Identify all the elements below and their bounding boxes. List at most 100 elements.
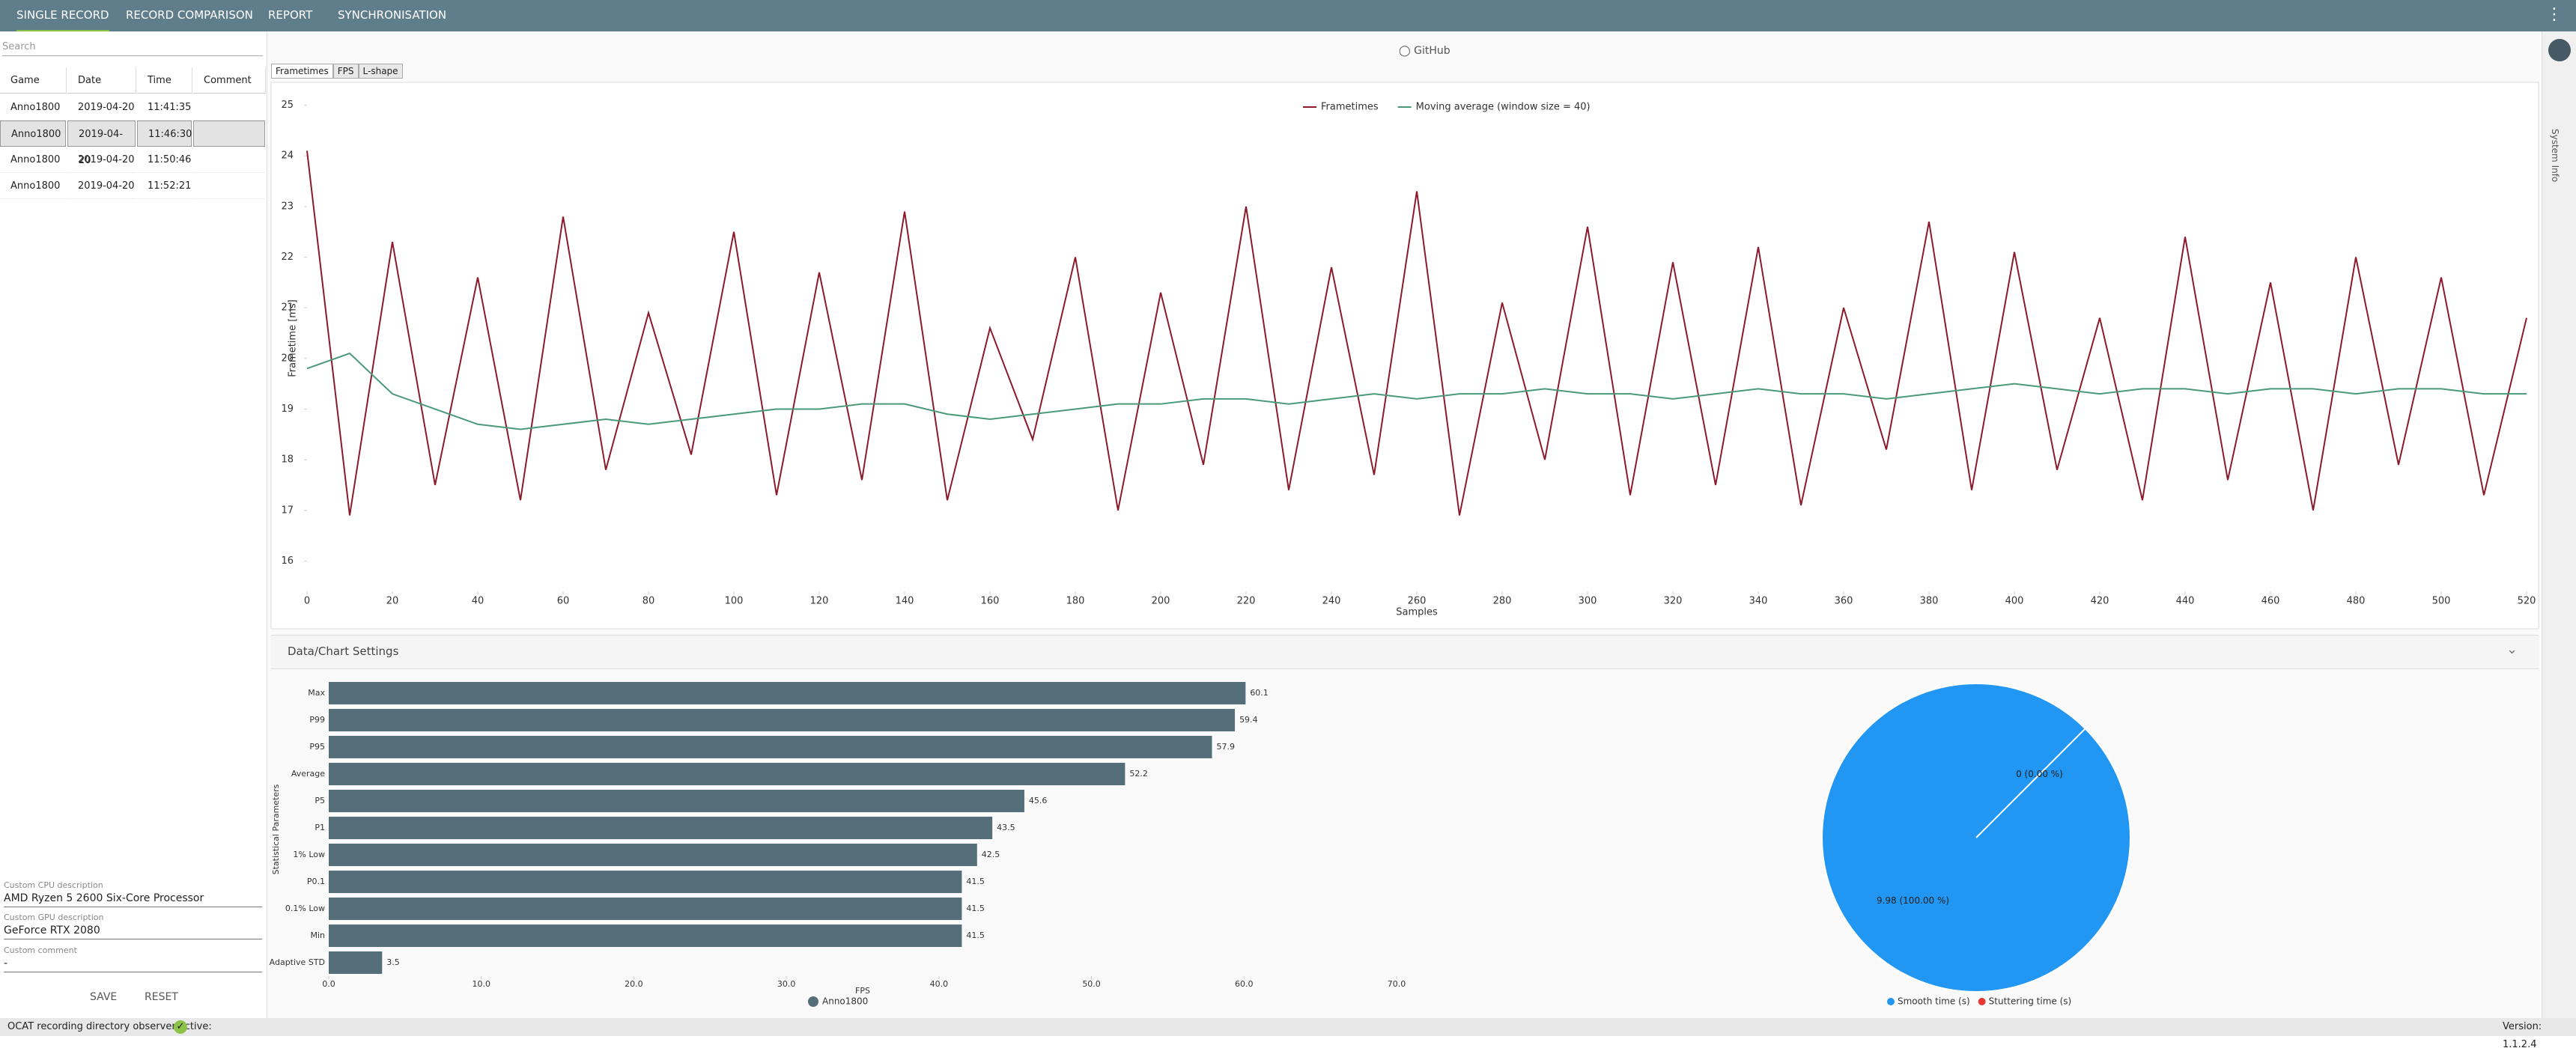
x-tick-label: 420 xyxy=(2091,596,2109,607)
x-tick-label: 30.0 xyxy=(777,979,796,989)
bar xyxy=(329,951,383,974)
comment-label: Custom comment xyxy=(4,945,77,955)
x-tick-label: 400 xyxy=(2005,596,2024,607)
y-tick-label: Min xyxy=(310,930,325,940)
data-label: 41.5 xyxy=(966,904,985,913)
x-tick-label: 40.0 xyxy=(930,979,949,989)
save-button[interactable]: SAVE xyxy=(90,991,118,1003)
table-cell[interactable] xyxy=(193,147,265,173)
github-text[interactable]: GitHub xyxy=(1414,45,1450,57)
table-cell[interactable]: 11:41:35 xyxy=(137,94,192,121)
bar xyxy=(329,709,1236,731)
y-axis-title: Statistical Parameters xyxy=(271,784,281,874)
data-label: 52.2 xyxy=(1129,769,1148,779)
bar xyxy=(329,871,962,893)
nav-tab[interactable]: SINGLE RECORD xyxy=(16,0,109,32)
search-box[interactable]: Search xyxy=(2,39,263,56)
column-header[interactable]: Game xyxy=(0,67,67,94)
table-cell[interactable] xyxy=(193,173,265,199)
data-label: 9.98 (100.00 %) xyxy=(1877,895,1949,906)
x-tick-label: 140 xyxy=(896,596,914,607)
x-tick-label: 320 xyxy=(1664,596,1683,607)
reset-button[interactable]: RESET xyxy=(145,991,178,1003)
table-cell[interactable]: 11:46:30 xyxy=(137,121,192,147)
legend-label: Moving average (window size = 40) xyxy=(1416,102,1591,113)
x-axis-title: FPS xyxy=(855,986,870,996)
x-tick-label: 480 xyxy=(2347,596,2366,607)
legend-label: Stuttering time (s) xyxy=(1989,996,2072,1007)
table-cell[interactable]: Anno1800 xyxy=(0,147,66,173)
table-cell[interactable] xyxy=(193,94,265,121)
table-cell[interactable]: 2019-04-20 xyxy=(67,147,136,173)
x-tick-label: 50.0 xyxy=(1082,979,1101,989)
data-label: 57.9 xyxy=(1217,742,1236,752)
table-cell[interactable]: 2019-04-20 xyxy=(67,121,136,166)
x-tick-label: 70.0 xyxy=(1388,979,1406,989)
x-tick-label: 60.0 xyxy=(1235,979,1254,989)
bar xyxy=(329,898,962,920)
y-tick-label: 25 xyxy=(281,100,294,111)
column-header[interactable]: Date xyxy=(67,67,136,94)
table-cell[interactable]: 11:50:46 xyxy=(137,147,192,173)
data-label: 45.6 xyxy=(1029,796,1048,805)
side-tab[interactable]: System Info xyxy=(2550,129,2560,183)
x-tick-label: 10.0 xyxy=(472,979,490,989)
github-link[interactable]: ◯ GitHub xyxy=(1399,45,1450,57)
x-tick-label: 0 xyxy=(304,596,310,607)
chart-tab[interactable]: Frametimes xyxy=(271,64,333,79)
nav-tab[interactable]: SYNCHRONISATION xyxy=(338,8,447,22)
data-label: 41.5 xyxy=(966,877,985,886)
x-tick-label: 360 xyxy=(1835,596,1853,607)
x-tick-label: 0.0 xyxy=(322,979,335,989)
chart-tab[interactable]: L-shape xyxy=(358,64,403,79)
cpu-label: Custom CPU description xyxy=(4,880,103,890)
x-tick-label: 40 xyxy=(472,596,484,607)
check-icon: ✓ xyxy=(174,1020,187,1034)
y-tick-label: 0.1% Low xyxy=(285,904,325,913)
table-cell[interactable] xyxy=(193,121,265,147)
cpu-input[interactable]: AMD Ryzen 5 2600 Six-Core Processor xyxy=(4,892,262,907)
x-tick-label: 180 xyxy=(1066,596,1085,607)
chart-tab[interactable]: FPS xyxy=(332,64,359,79)
bar xyxy=(329,736,1212,758)
nav-tab[interactable]: REPORT xyxy=(268,8,313,22)
settings-bar[interactable]: Data/Chart Settings ⌄ xyxy=(271,635,2539,669)
column-header[interactable]: Time xyxy=(137,67,192,94)
data-label: 59.4 xyxy=(1239,715,1258,725)
table-cell[interactable]: Anno1800 xyxy=(0,173,66,199)
comment-input[interactable]: - xyxy=(4,957,262,972)
y-tick-label: Adaptive STD xyxy=(270,957,325,967)
legend-swatch xyxy=(1978,998,1986,1005)
bar xyxy=(329,817,993,839)
x-tick-label: 500 xyxy=(2432,596,2451,607)
table-cell[interactable]: 11:52:21 xyxy=(137,173,192,199)
side-strip: System Info xyxy=(2542,31,2576,1018)
gpu-input[interactable]: GeForce RTX 2080 xyxy=(4,924,262,939)
y-tick-label: 22 xyxy=(281,252,294,263)
x-tick-label: 340 xyxy=(1749,596,1768,607)
nav-tab[interactable]: RECORD COMPARISON xyxy=(126,8,253,22)
column-header[interactable]: Comment xyxy=(193,67,266,94)
y-tick-label: 24 xyxy=(281,150,294,162)
table-cell[interactable]: Anno1800 xyxy=(0,94,66,121)
bar xyxy=(329,924,962,947)
y-axis-title: Frametime [ms] xyxy=(288,299,299,377)
side-button[interactable] xyxy=(2548,39,2571,61)
table-cell[interactable]: Anno1800 xyxy=(0,121,66,147)
menu-button[interactable]: ⋮ xyxy=(2546,5,2563,24)
table-cell[interactable]: 2019-04-20 xyxy=(67,94,136,121)
nav-bar: SINGLE RECORD RECORD COMPARISON REPORT S… xyxy=(0,0,2576,32)
records-panel: Search Game Date Time Comment Anno1800 2019-0… xyxy=(0,31,267,1018)
x-tick-label: 260 xyxy=(1408,596,1427,607)
y-tick-label: Average xyxy=(291,769,325,779)
y-tick-label: 21 xyxy=(281,302,294,314)
y-tick-label: 17 xyxy=(281,505,294,516)
y-tick-label: 16 xyxy=(281,555,294,567)
series-line xyxy=(306,150,2527,516)
records-table: Game Date Time Comment Anno1800 2019-04-20 11:… xyxy=(0,67,267,240)
data-label: 41.5 xyxy=(966,930,985,940)
settings-title: Data/Chart Settings xyxy=(288,645,399,658)
x-tick-label: 200 xyxy=(1152,596,1170,607)
y-tick-label: 18 xyxy=(281,454,294,466)
table-cell[interactable]: 2019-04-20 xyxy=(67,173,136,199)
